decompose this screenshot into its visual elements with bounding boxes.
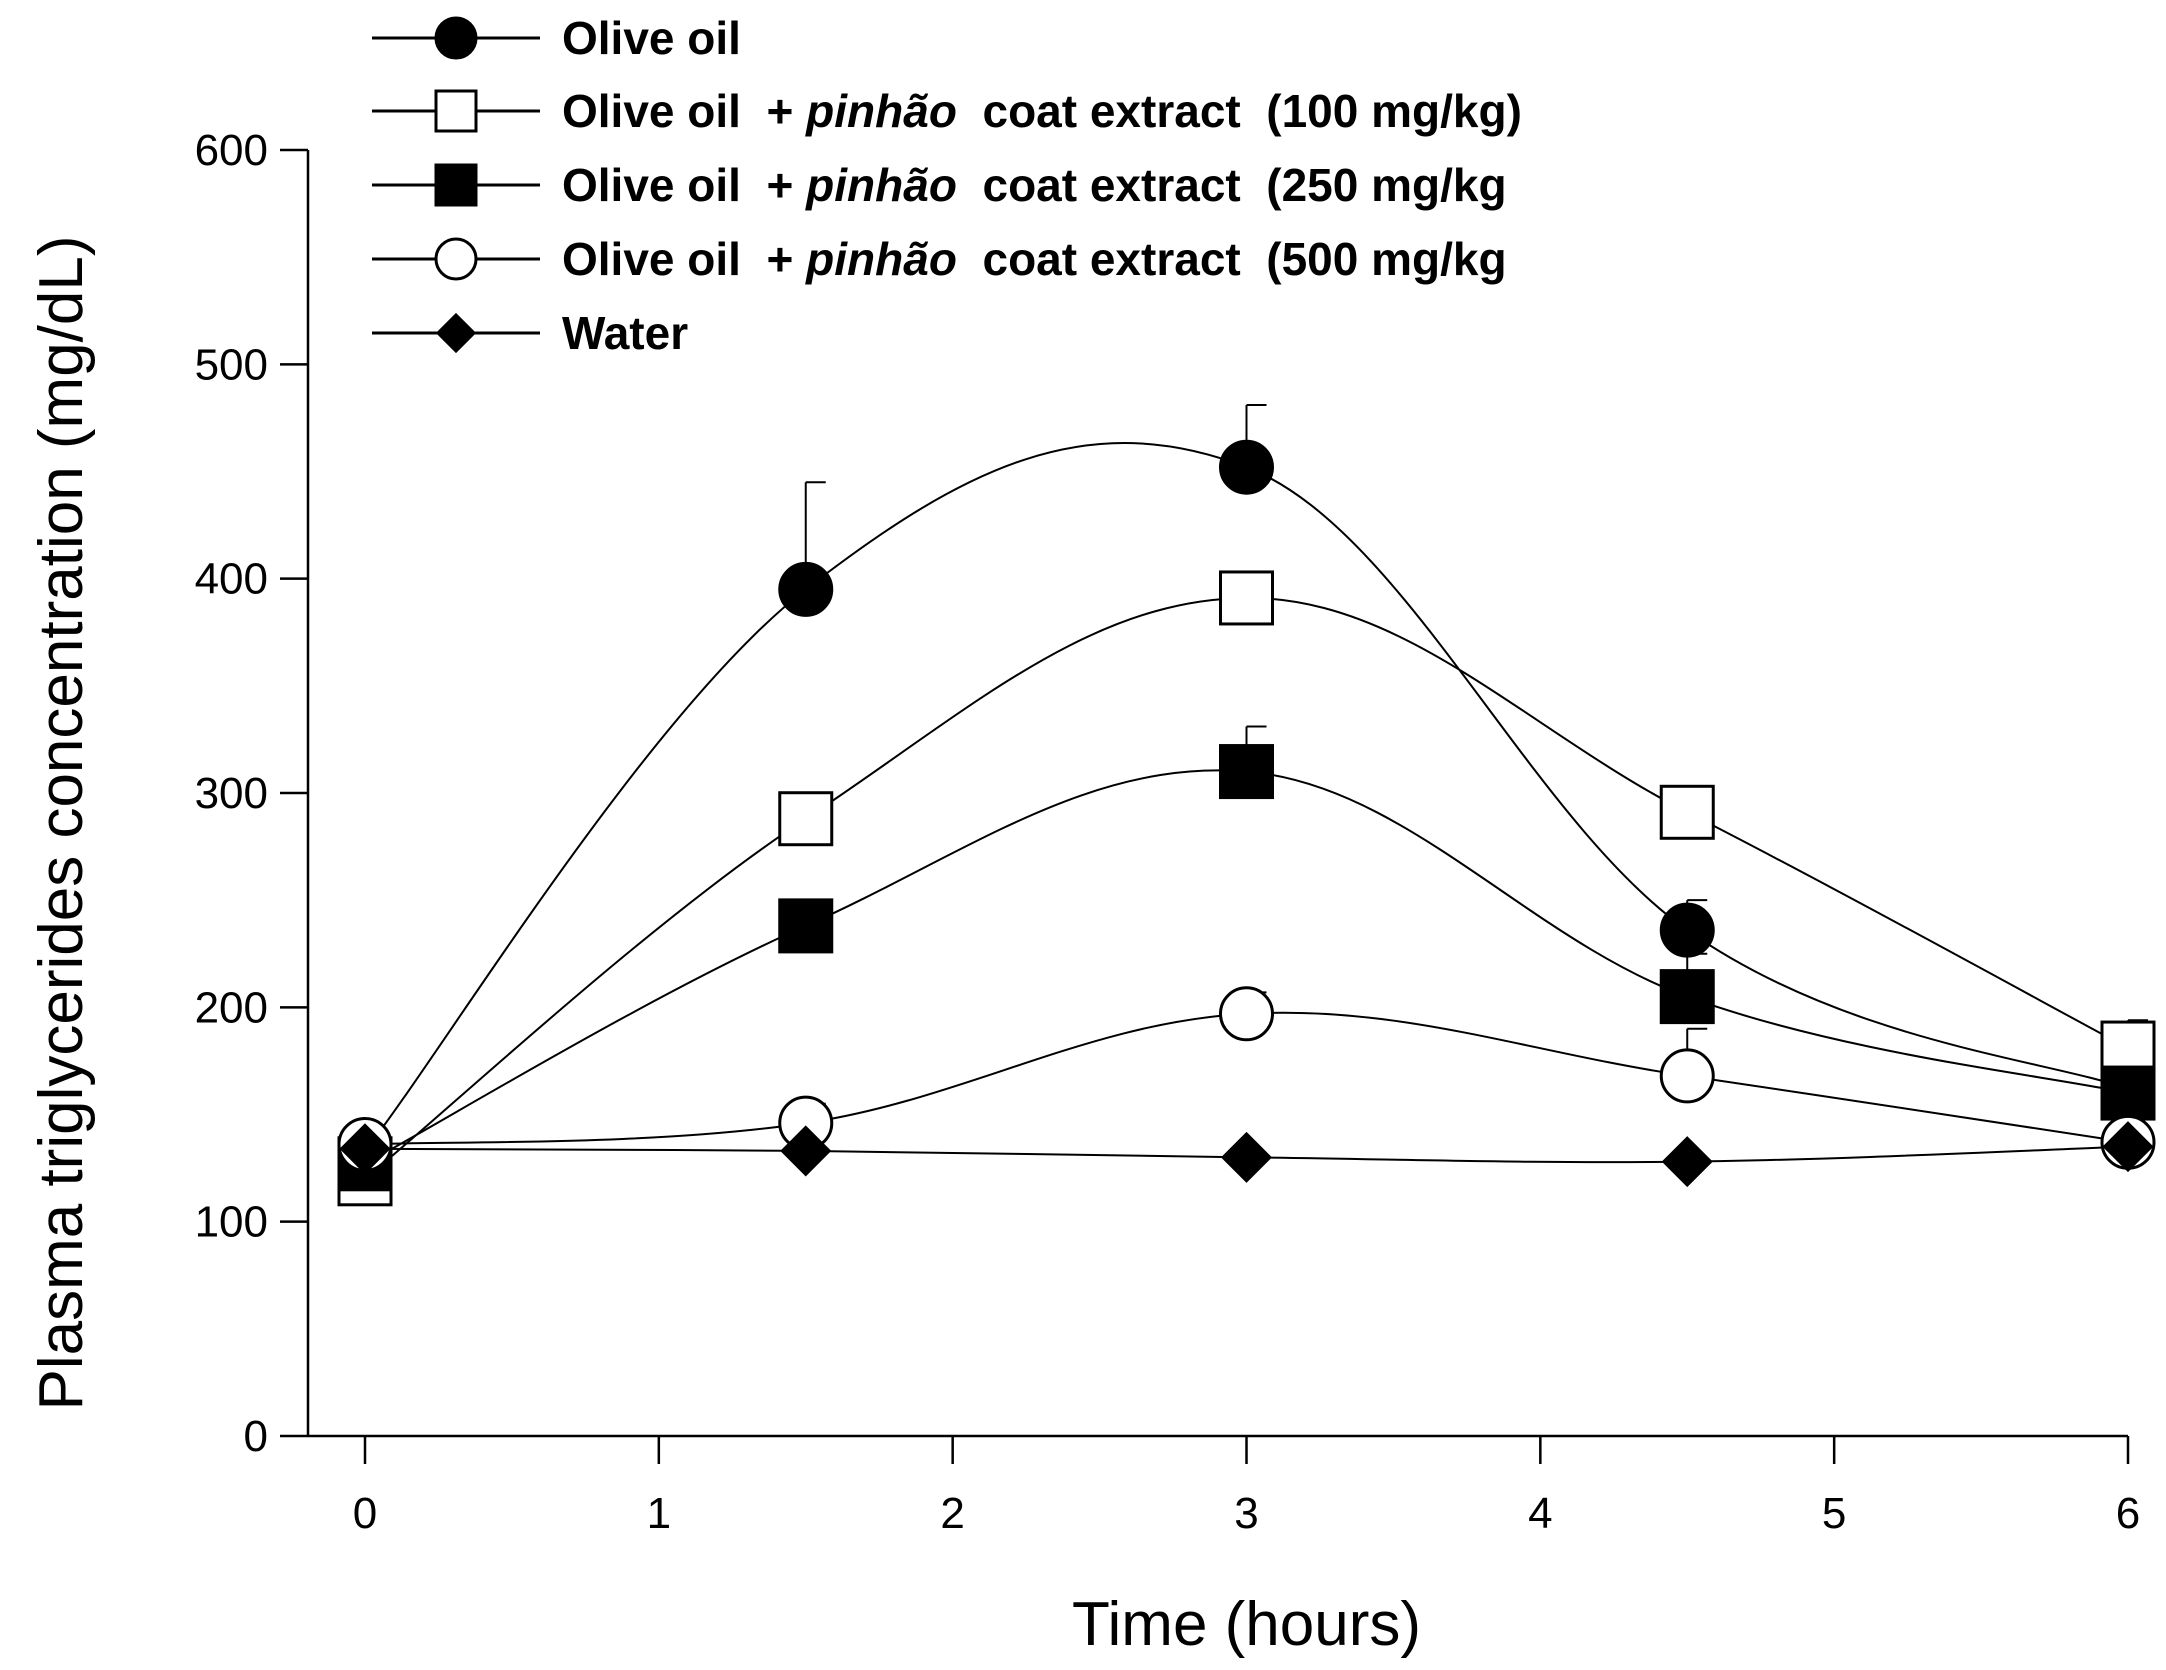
x-axis-title: Time (hours) [1072,1590,1421,1659]
data-point [1659,902,1715,958]
x-tick-label: 4 [1528,1489,1552,1538]
legend-label-part: pinhão [804,233,957,285]
data-point [1219,570,1274,626]
data-point [780,1125,832,1177]
legend-entry: Olive oil + pinhão coat extract (100 mg/… [372,85,1522,137]
x-tick-label: 2 [940,1489,964,1538]
x-ticks: 0 1 2 3 4 5 6 [353,1436,2140,1538]
data-point [778,561,834,617]
legend-label: Olive oil + pinhão coat extract (250 mg/… [562,159,1507,211]
data-point [778,791,834,847]
y-tick-label: 200 [195,983,268,1032]
legend-marker [434,89,478,133]
legend-label-part: pinhão [804,159,957,211]
series-line [364,596,2129,1180]
x-tick-label: 5 [1822,1489,1846,1538]
legend-label: Olive oil + pinhão coat extract (500 mg/… [562,233,1507,285]
legend: Olive oil Olive oil + pinhão coat extract… [372,12,1522,359]
legend-entry: Olive oil [372,12,741,64]
data-point [339,1123,391,1175]
x-tick-label: 0 [353,1489,377,1538]
data-point [1659,1048,1715,1104]
series-line [364,769,2129,1165]
data-point [1219,744,1274,800]
data-point [2100,1020,2156,1076]
data-point [1220,1131,1273,1183]
legend-label: Olive oil [562,12,741,64]
legend-label: Water [562,307,688,359]
legend-marker [434,237,478,281]
y-tick-label: 300 [195,769,268,818]
data-point [2100,1065,2156,1121]
x-tick-label: 6 [2116,1489,2140,1538]
y-ticks: 0 100 200 300 400 500 600 [195,126,308,1461]
legend-label-part: Olive oil [562,12,741,64]
legend-label-part: Olive oil + [562,233,806,285]
legend-entry: Water [372,307,688,359]
x-tick-label: 1 [647,1489,671,1538]
legend-label-part: coat extract (100 mg/kg) [957,85,1522,137]
y-tick-label: 400 [195,555,268,604]
data-point [1661,1136,1713,1188]
x-tick-label: 3 [1234,1489,1258,1538]
data-point [1659,969,1715,1025]
data-point [1219,439,1274,495]
data-point [778,898,834,954]
y-tick-label: 600 [195,126,268,175]
legend-marker [434,16,478,60]
legend-label-part: Water [562,307,688,359]
data-point [1659,784,1715,840]
legend-label: Olive oil + pinhão coat extract (100 mg/… [562,85,1522,137]
legend-label-part: Olive oil + [562,85,806,137]
y-tick-label: 100 [195,1198,268,1247]
data-point [1219,986,1274,1042]
y-tick-label: 0 [244,1412,268,1461]
y-axis-title: Plasma triglycerides concentration (mg/d… [27,235,96,1410]
legend-entry: Olive oil + pinhão coat extract (250 mg/… [372,159,1507,211]
legend-label-part: coat extract (250 mg/kg [957,159,1507,211]
y-tick-label: 500 [195,340,268,389]
legend-entry: Olive oil + pinhão coat extract (500 mg/… [372,233,1507,285]
legend-marker [434,163,478,207]
legend-label-part: pinhão [804,85,957,137]
series-layer [337,404,2156,1207]
legend-marker [435,312,477,354]
axes: 0 100 200 300 400 500 600 0 1 2 3 4 5 6 [195,126,2141,1538]
legend-label-part: Olive oil + [562,159,806,211]
legend-label-part: coat extract (500 mg/kg [957,233,1507,285]
data-point [2102,1121,2154,1173]
